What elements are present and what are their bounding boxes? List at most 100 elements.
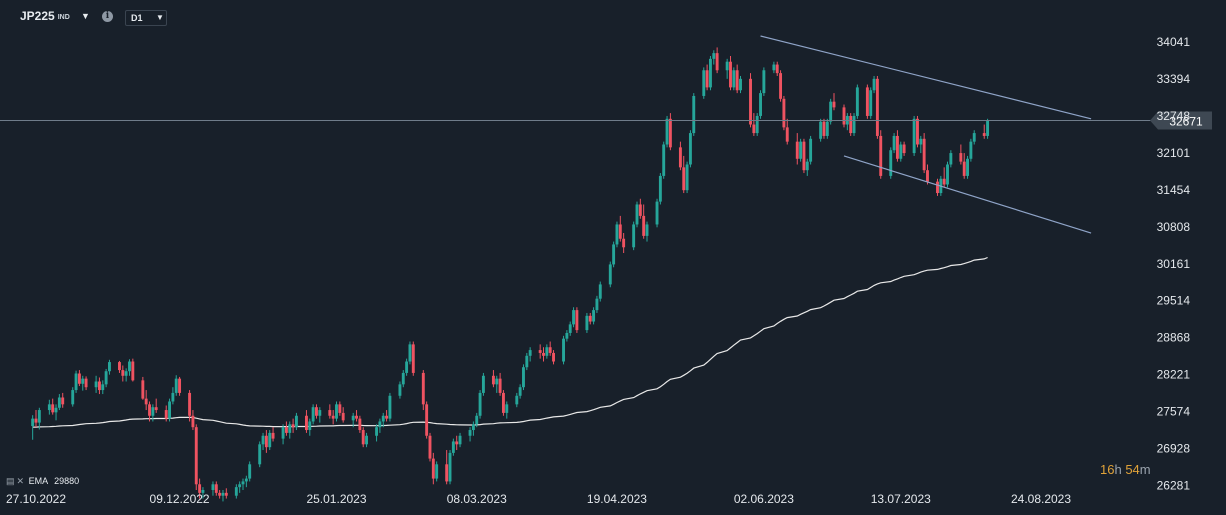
candle-body xyxy=(355,415,358,419)
x-tick-label: 13.07.2023 xyxy=(871,492,931,506)
candle xyxy=(665,115,669,148)
candle xyxy=(445,450,449,485)
candle-body xyxy=(478,392,482,416)
candle xyxy=(248,461,252,482)
candle xyxy=(692,93,696,136)
info-icon[interactable]: i xyxy=(102,11,113,22)
candle xyxy=(478,390,482,419)
candle xyxy=(284,421,288,436)
candle-body xyxy=(665,118,669,145)
candle-body xyxy=(562,338,565,362)
candle xyxy=(962,153,966,179)
candle xyxy=(642,204,646,239)
candle-body xyxy=(668,118,672,148)
candle-body xyxy=(785,127,789,142)
candle xyxy=(518,384,522,399)
candle-body xyxy=(946,164,949,185)
candle-body xyxy=(401,372,405,385)
x-tick-label: 02.06.2023 xyxy=(734,492,794,506)
symbol-dropdown-icon[interactable]: ▼ xyxy=(81,11,90,21)
candle xyxy=(218,490,222,499)
candle xyxy=(258,441,262,468)
candle-body xyxy=(335,404,338,419)
candle-body xyxy=(522,367,525,388)
candle xyxy=(872,75,876,94)
candle xyxy=(959,144,963,165)
candle-body xyxy=(435,464,439,479)
candle xyxy=(398,381,402,399)
candles xyxy=(31,47,990,502)
candle xyxy=(128,359,131,376)
candle-body xyxy=(164,410,168,419)
candle-body xyxy=(595,298,599,311)
symbol-name[interactable]: JP225 xyxy=(20,9,55,23)
candle-body xyxy=(194,427,198,485)
close-icon[interactable]: ✕ xyxy=(16,476,25,486)
timeframe-label: D1 xyxy=(131,13,143,23)
candle xyxy=(548,341,552,356)
candle-body xyxy=(772,64,776,71)
candle-body xyxy=(615,224,619,245)
candle xyxy=(365,432,368,448)
candle xyxy=(328,404,332,419)
candle xyxy=(101,380,105,395)
candle-body xyxy=(455,441,459,445)
candle xyxy=(635,201,639,228)
candle xyxy=(759,90,762,119)
candle-body xyxy=(431,458,435,479)
candle xyxy=(822,118,826,139)
candle xyxy=(782,95,786,131)
candle-body xyxy=(341,412,345,421)
y-tick-label: 29514 xyxy=(1157,294,1191,308)
candle xyxy=(47,399,51,415)
candle-body xyxy=(505,404,509,413)
timeframe-select[interactable]: D1 ▼ xyxy=(125,10,167,26)
candle xyxy=(124,368,128,382)
candle xyxy=(892,133,896,154)
chart-type-icon[interactable]: ▤ xyxy=(6,476,15,486)
candle xyxy=(735,64,739,94)
candle-body xyxy=(211,484,215,490)
candle-body xyxy=(759,93,762,116)
candle xyxy=(969,138,973,162)
candle xyxy=(104,368,108,388)
candle xyxy=(725,58,729,79)
countdown-hours-unit: h xyxy=(1114,462,1122,477)
candle-body xyxy=(218,492,222,496)
candle-body xyxy=(875,78,879,136)
candle-body xyxy=(71,390,75,405)
candle-body xyxy=(94,381,98,388)
candle-body xyxy=(468,430,472,436)
candle xyxy=(198,478,202,499)
candle xyxy=(755,113,759,136)
candle xyxy=(405,358,409,376)
candle-body xyxy=(899,144,903,159)
countdown-minutes: 54 xyxy=(1125,462,1140,477)
candle xyxy=(865,84,869,119)
candle-body xyxy=(588,315,592,322)
candle xyxy=(261,432,265,451)
candle-body xyxy=(365,435,368,445)
candle-body xyxy=(214,484,218,493)
candle-body xyxy=(491,375,495,385)
symbol-selector[interactable]: JP225 IND xyxy=(20,9,70,23)
candle-body xyxy=(378,421,382,428)
candle xyxy=(922,133,926,174)
candle-body xyxy=(224,492,228,496)
candle-body xyxy=(131,361,135,381)
candle-body xyxy=(688,133,692,165)
candle-body xyxy=(128,361,131,372)
candle xyxy=(879,130,883,179)
candle-body xyxy=(244,478,248,482)
candle xyxy=(151,404,155,422)
candle-body xyxy=(658,175,662,202)
candle-body xyxy=(144,398,148,405)
candle-body xyxy=(749,78,752,125)
candle xyxy=(201,487,205,499)
candle xyxy=(852,113,856,136)
candle xyxy=(588,312,592,325)
candle xyxy=(355,410,358,422)
trendlines xyxy=(760,35,1092,234)
candle xyxy=(448,450,452,485)
